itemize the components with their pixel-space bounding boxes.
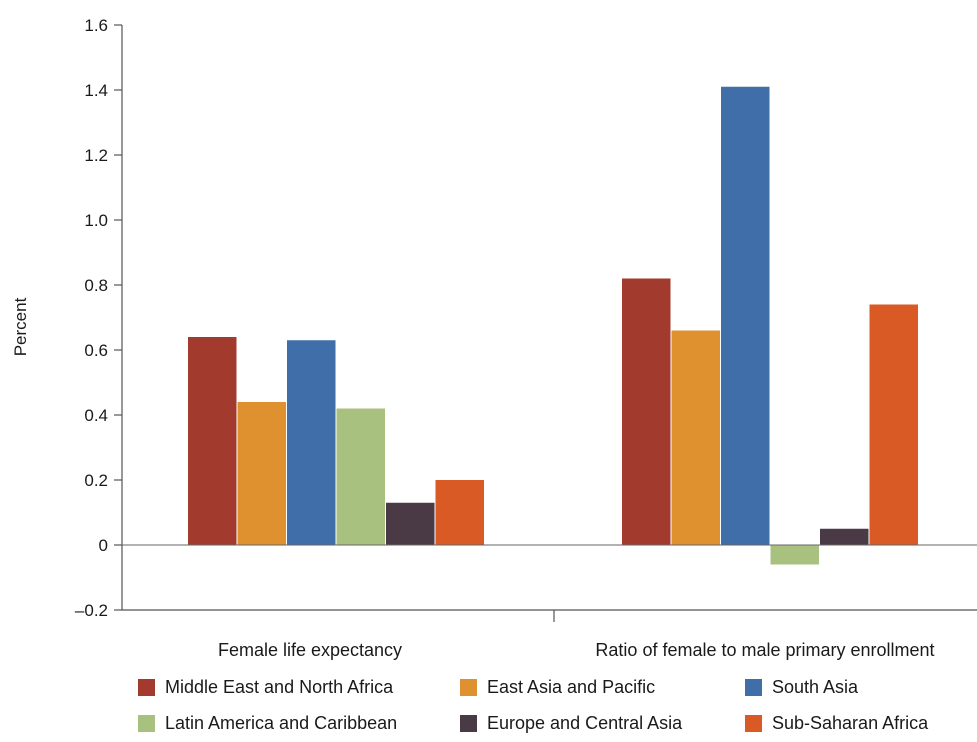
bar	[721, 86, 770, 545]
bar	[386, 502, 435, 545]
legend: Middle East and North Africa East Asia an…	[138, 677, 929, 733]
y-tick-label: 1.0	[84, 211, 108, 230]
x-category-label: Ratio of female to male primary enrollme…	[595, 640, 934, 660]
bar	[820, 528, 869, 545]
bar	[188, 337, 237, 545]
bar	[336, 408, 385, 545]
y-tick-label: 0.8	[84, 276, 108, 295]
legend-swatch	[138, 679, 155, 696]
bar	[287, 340, 336, 545]
legend-label: Latin America and Caribbean	[165, 713, 397, 733]
y-axis-title: Percent	[11, 297, 30, 356]
bar	[671, 330, 720, 545]
y-axis: –0.2 0 0.2 0.4 0.6 0.8 1.0 1.2 1.4 1.6	[75, 16, 123, 620]
legend-label: Europe and Central Asia	[487, 713, 683, 733]
bar	[237, 402, 286, 545]
y-tick-label: 1.6	[84, 16, 108, 35]
x-axis: Female life expectancy Ratio of female to…	[122, 544, 977, 660]
y-tick-label: 0.6	[84, 341, 108, 360]
legend-label: East Asia and Pacific	[487, 677, 655, 697]
bar	[622, 278, 671, 545]
bar	[869, 304, 918, 545]
legend-label: South Asia	[772, 677, 859, 697]
bar	[435, 480, 484, 545]
legend-swatch	[745, 715, 762, 732]
legend-label: Middle East and North Africa	[165, 677, 394, 697]
bars	[188, 86, 918, 565]
y-tick-label: 1.4	[84, 81, 108, 100]
legend-swatch	[460, 679, 477, 696]
x-category-label: Female life expectancy	[218, 640, 402, 660]
y-tick-label: 0	[99, 536, 108, 555]
legend-swatch	[745, 679, 762, 696]
legend-label: Sub-Saharan Africa	[772, 713, 929, 733]
y-tick-label: 0.4	[84, 406, 108, 425]
y-tick-label: 0.2	[84, 471, 108, 490]
y-tick-label: –0.2	[75, 601, 108, 620]
bar	[770, 545, 819, 565]
legend-swatch	[138, 715, 155, 732]
legend-swatch	[460, 715, 477, 732]
y-tick-label: 1.2	[84, 146, 108, 165]
